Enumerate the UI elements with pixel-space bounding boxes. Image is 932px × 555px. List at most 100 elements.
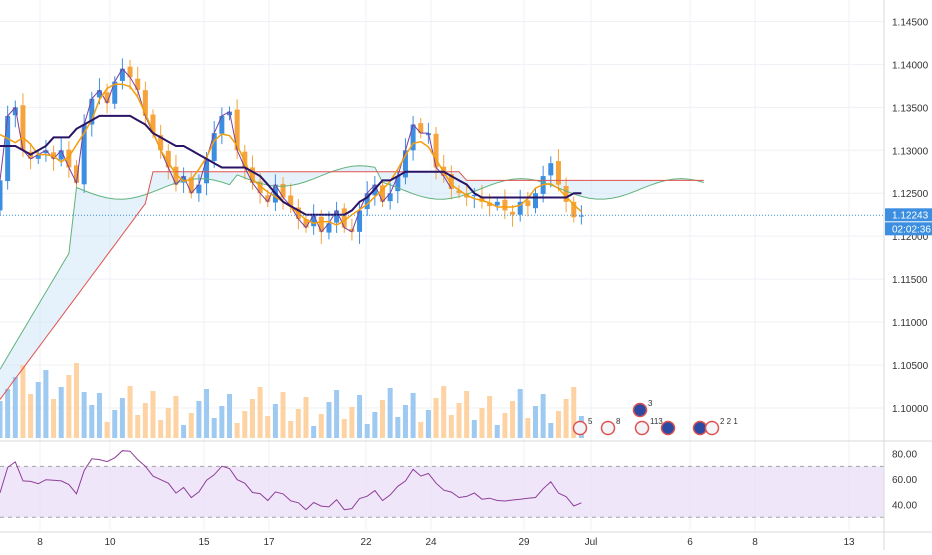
volume-bar	[74, 363, 79, 438]
volume-bar	[525, 418, 531, 438]
senkou-a-line	[0, 165, 704, 370]
volume-bar	[425, 410, 431, 438]
candle-body	[234, 109, 240, 151]
eu-flag-icon: 3	[632, 399, 653, 418]
time-tick-label: 15	[198, 537, 210, 548]
volume-bar	[334, 390, 340, 438]
us-flag-icon: 5	[572, 417, 593, 436]
us-flag-icon: 2 2 1	[704, 417, 738, 436]
price-tick-label: 1.10500	[892, 361, 929, 372]
candle-body	[479, 197, 485, 202]
candle-body	[96, 90, 102, 98]
volume-bar	[135, 415, 141, 438]
rsi-band	[0, 466, 884, 518]
event-marker	[600, 420, 616, 436]
candle-body	[204, 158, 210, 184]
volume-bar	[0, 401, 3, 438]
candle-body	[211, 133, 217, 161]
candle-body	[74, 165, 79, 183]
candle-body	[188, 177, 194, 194]
volume-bar	[196, 401, 202, 438]
time-tick-label: 17	[263, 537, 275, 548]
volume-bar	[150, 391, 156, 438]
volume-bars	[0, 363, 584, 438]
volume-bar	[96, 393, 102, 438]
event-count: 5	[588, 417, 593, 426]
time-tick-label: 6	[687, 537, 693, 548]
candle-body	[418, 123, 424, 134]
time-tick-label: 13	[843, 537, 855, 548]
rsi-tick-label: 60.00	[892, 475, 917, 486]
time-tick-label: 29	[518, 537, 530, 548]
volume-bar	[142, 403, 148, 438]
candle-body	[219, 115, 225, 134]
candle-body	[410, 124, 416, 151]
volume-bar	[5, 389, 11, 438]
volume-bar	[418, 422, 424, 438]
price-tick-label: 1.14500	[892, 17, 929, 28]
price-tick-label: 1.12000	[892, 232, 929, 243]
economic-events[interactable]: 5 8 3 113 2 2 1	[572, 399, 739, 436]
volume-bar	[395, 417, 401, 438]
candle-body	[456, 190, 462, 194]
volume-bar	[28, 394, 34, 438]
price-tick-label: 1.12500	[892, 189, 929, 200]
candle-body	[288, 195, 294, 207]
us-flag-icon: 8	[600, 417, 621, 436]
candle-body	[433, 133, 439, 168]
volume-bar	[89, 405, 95, 438]
candle-body	[89, 98, 95, 125]
candle-body	[280, 183, 286, 198]
volume-bar	[127, 386, 133, 438]
candle-body	[318, 216, 324, 232]
candle-body	[142, 90, 148, 116]
rsi-tick-label: 40.00	[892, 501, 917, 512]
price-tick-label: 1.11500	[892, 275, 928, 286]
volume-bar	[410, 393, 416, 438]
indicator-lines	[0, 67, 884, 400]
candle-body	[196, 184, 202, 194]
volume-bar	[402, 405, 408, 438]
candle-body	[249, 167, 255, 183]
time-tick-label: 22	[360, 537, 372, 548]
time-tick-label: 8	[37, 537, 43, 548]
candle-body	[334, 210, 340, 223]
time-tick-label: 10	[104, 537, 116, 548]
volume-bar	[571, 387, 577, 438]
volume-bar	[510, 401, 516, 438]
volume-bar	[364, 424, 370, 438]
candle-body	[66, 149, 72, 168]
candle-body	[341, 208, 347, 228]
candle-body	[494, 201, 500, 206]
candle-body	[43, 150, 49, 154]
candle-body	[150, 114, 156, 134]
candle-body	[0, 180, 3, 211]
candle-body	[165, 150, 171, 168]
candle-body	[402, 150, 408, 178]
event-marker	[692, 420, 708, 436]
volume-bar	[257, 387, 263, 438]
candle-body	[35, 154, 41, 159]
price-tick-label: 1.13500	[892, 103, 929, 114]
ichimoku-cloud	[0, 165, 704, 400]
volume-bar	[471, 420, 477, 438]
volume-bar	[295, 409, 301, 438]
volume-bar	[119, 398, 125, 438]
price-tick-label: 1.11000	[892, 318, 928, 329]
volume-bar	[517, 389, 523, 438]
volume-bar	[211, 418, 217, 438]
last-price-label: 1.12243	[892, 210, 929, 221]
senkou-b-line	[0, 171, 704, 400]
candle-body	[578, 215, 584, 217]
event-marker	[704, 420, 720, 436]
candle-body	[555, 161, 561, 185]
volume-bar	[349, 407, 355, 438]
volume-bar	[204, 389, 210, 438]
candle-body	[548, 163, 554, 176]
rsi-line	[0, 450, 582, 511]
event-count: 8	[616, 417, 621, 426]
volume-bar	[487, 396, 493, 438]
candle-body	[364, 193, 370, 210]
